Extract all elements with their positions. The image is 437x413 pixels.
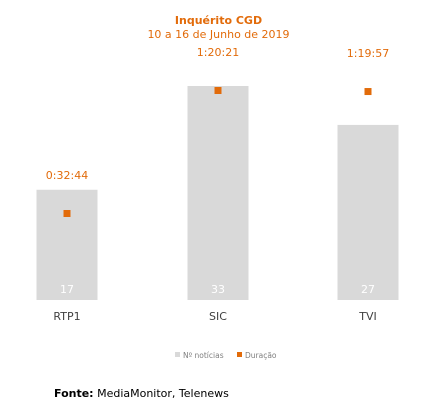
duration-marker: [214, 87, 222, 94]
duration-marker: [63, 210, 71, 217]
duration-label: 0:32:44: [46, 169, 88, 182]
legend-swatch-bars: [175, 352, 180, 357]
bar-sic: [187, 86, 249, 300]
source-text: MediaMonitor, Telenews: [97, 387, 229, 400]
bar-value-label: 27: [361, 283, 375, 296]
category-label: RTP1: [53, 310, 80, 323]
legend-swatch-duration: [237, 352, 242, 357]
duration-label: 1:19:57: [347, 47, 389, 60]
legend-label-bars: Nº notícias: [183, 351, 224, 360]
category-label: TVI: [358, 310, 377, 323]
bar-rtp1: [36, 189, 98, 300]
bar-tvi: [337, 124, 399, 300]
chart-title: Inquérito CGD: [174, 14, 263, 27]
source-note: Fonte: MediaMonitor, Telenews: [54, 387, 229, 400]
legend-label-duration: Duração: [245, 351, 277, 360]
duration-marker: [364, 88, 372, 96]
duration-label: 1:20:21: [197, 46, 239, 59]
source-label: Fonte:: [54, 387, 94, 400]
chart-subtitle: 10 a 16 de Junho de 2019: [147, 28, 290, 41]
chart: 17 0:32:44 RTP1 33 1:20:21 SIC 27 1:19:57 TVI Nº …: [36, 46, 399, 360]
bar-value-label: 17: [60, 283, 74, 296]
category-label: SIC: [209, 310, 227, 323]
bar-value-label: 33: [211, 283, 225, 296]
